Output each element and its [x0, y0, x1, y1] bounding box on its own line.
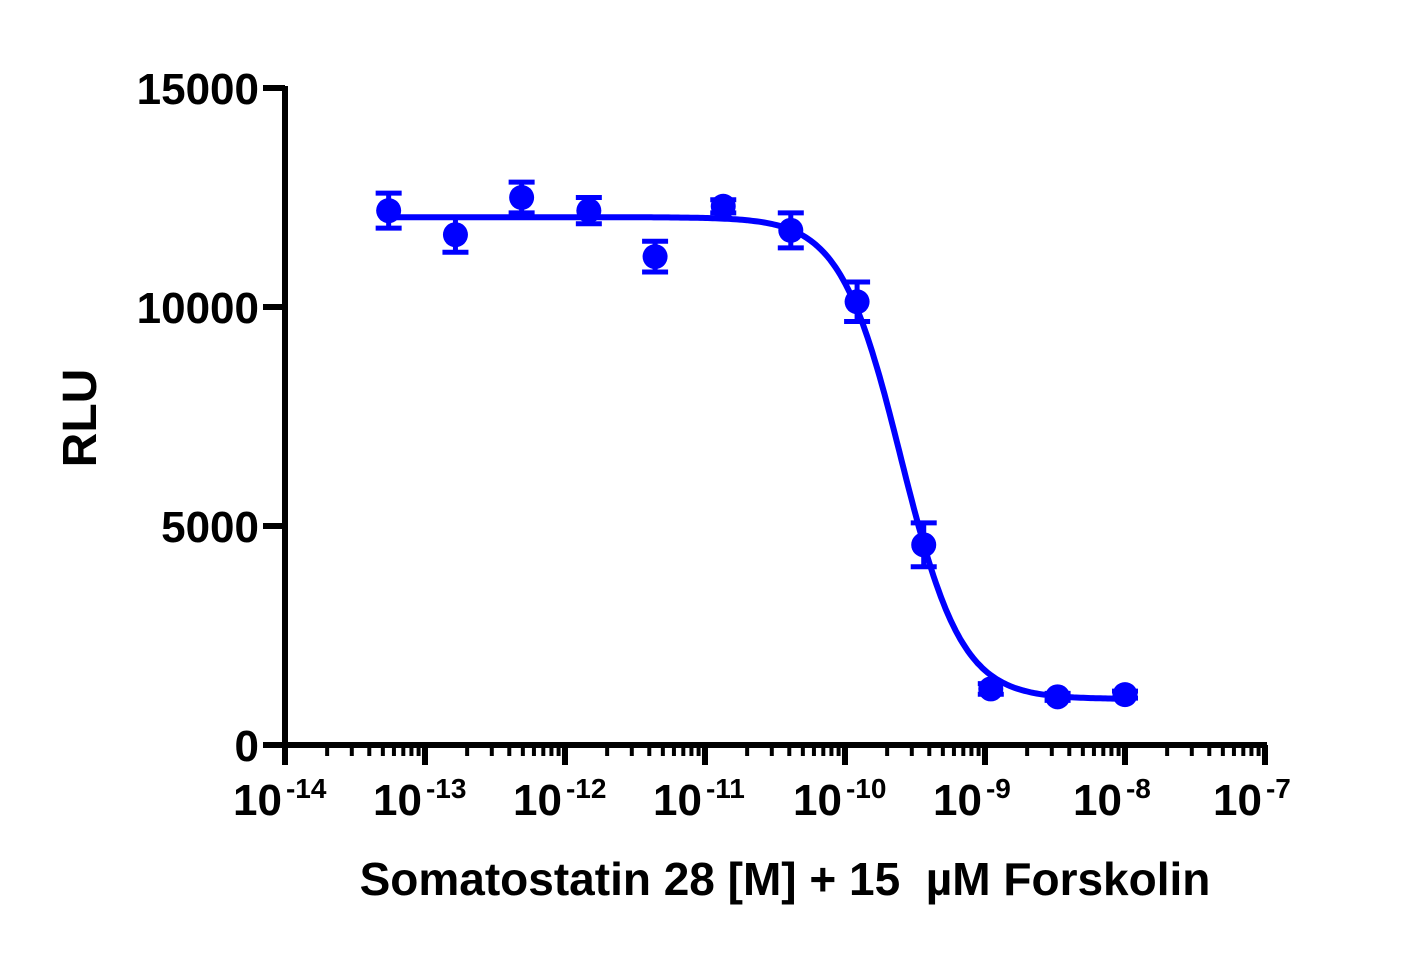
x-tick-label: 10 -14 — [233, 773, 327, 825]
data-point — [442, 214, 469, 255]
x-tick-exponent: -12 — [566, 773, 606, 804]
x-tick-label: 10 -8 — [1073, 773, 1151, 825]
data-point — [1112, 682, 1138, 708]
point-marker — [376, 198, 402, 224]
data-point — [710, 193, 737, 219]
x-tick-base: 10 — [1213, 776, 1262, 825]
x-tick-base: 10 — [933, 776, 982, 825]
point-marker — [978, 676, 1004, 702]
x-tick-label: 10 -13 — [373, 773, 466, 825]
x-tick-label: 10 -12 — [513, 773, 606, 825]
fit-curve-group — [388, 214, 1125, 702]
x-tick-label: 10 -10 — [793, 773, 886, 825]
point-marker — [642, 244, 668, 270]
fit-curve — [388, 214, 1125, 702]
data-point — [977, 676, 1004, 702]
data-point — [642, 238, 669, 275]
point-marker — [1112, 682, 1138, 708]
x-tick-base: 10 — [233, 776, 282, 825]
x-tick-base: 10 — [373, 776, 422, 825]
point-marker — [442, 222, 468, 248]
y-axis-label: RLU — [54, 369, 107, 468]
x-tick-label: 10 -11 — [653, 773, 745, 825]
data-point — [575, 195, 602, 227]
y-tick-label: 10000 — [137, 284, 259, 333]
data-point — [910, 520, 937, 570]
data-point — [1044, 684, 1071, 710]
point-marker — [509, 185, 535, 210]
x-axis-label: Somatostatin 28 [M] + 15 µM Forskolin — [360, 853, 1211, 905]
data-point — [844, 279, 871, 324]
x-tick-base: 10 — [513, 776, 562, 825]
x-tick-exponent: -7 — [1266, 773, 1291, 804]
point-marker — [1045, 684, 1071, 710]
point-marker — [710, 193, 736, 219]
x-tick-base: 10 — [1073, 776, 1122, 825]
x-tick-exponent: -14 — [286, 773, 327, 804]
x-tick-label: 10 -7 — [1213, 773, 1291, 825]
x-tick-exponent: -13 — [426, 773, 466, 804]
y-tick-label: 0 — [235, 722, 259, 771]
point-marker — [911, 532, 937, 558]
x-tick-label: 10 -9 — [933, 773, 1011, 825]
y-tick-label: 15000 — [137, 65, 259, 114]
data-point — [777, 210, 804, 251]
point-marker — [844, 289, 870, 315]
data-points — [375, 179, 1138, 710]
x-tick-exponent: -9 — [986, 773, 1011, 804]
data-point — [508, 179, 535, 216]
x-tick-exponent: -10 — [846, 773, 886, 804]
y-tick-label: 5000 — [161, 503, 259, 552]
x-tick-exponent: -11 — [706, 773, 745, 804]
x-tick-base: 10 — [653, 776, 702, 825]
x-tick-base: 10 — [793, 776, 842, 825]
point-marker — [778, 217, 804, 243]
point-marker — [576, 198, 602, 224]
data-point — [375, 190, 402, 231]
x-tick-exponent: -8 — [1126, 773, 1151, 804]
